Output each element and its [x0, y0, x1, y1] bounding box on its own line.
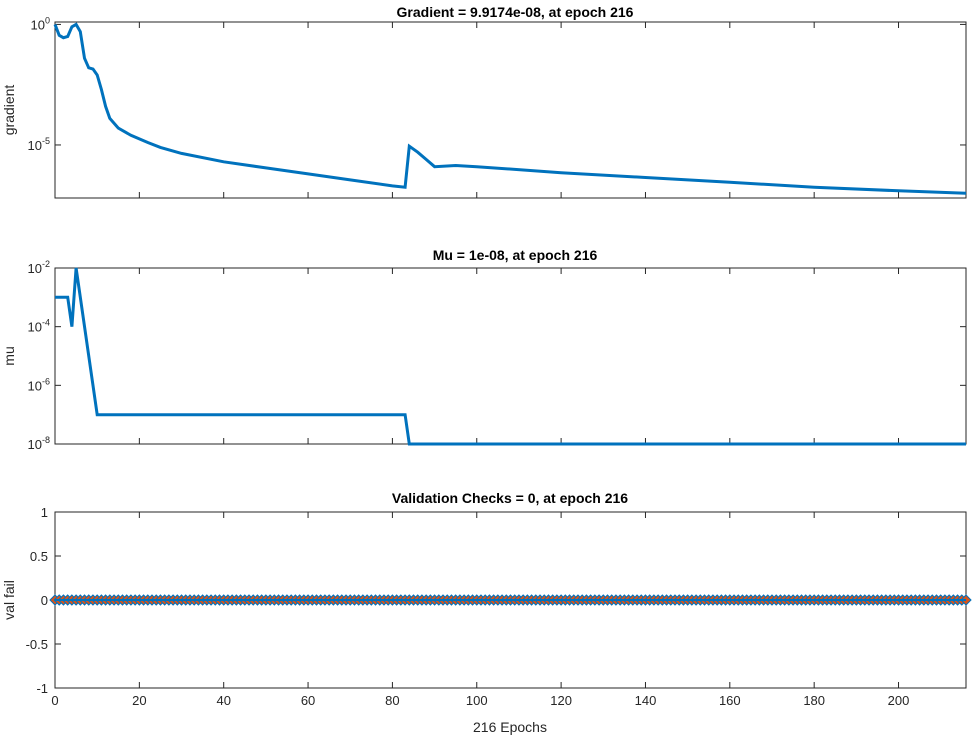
y-tick-label: -0.5 — [26, 637, 48, 652]
y-tick-label: 0 — [41, 593, 48, 608]
gradient-y-axis-label: gradient — [1, 85, 17, 136]
gradient-panel-title: Gradient = 9.9174e-08, at epoch 216 — [397, 4, 634, 20]
x-tick-label: 120 — [550, 693, 572, 708]
x-tick-label: 20 — [132, 693, 146, 708]
mu-series-line — [55, 267, 966, 446]
gradient-series-line — [53, 22, 967, 195]
validation-panel-title: Validation Checks = 0, at epoch 216 — [392, 490, 628, 506]
x-tick-label: 140 — [635, 693, 657, 708]
mu-panel: Mu = 1e-08, at epoch 216 mu 10-2 10-4 10-6… — [1, 247, 967, 452]
x-axis-label: 216 Epochs — [473, 719, 547, 735]
x-tick-label: 0 — [51, 693, 58, 708]
y-tick-label: 10-8 — [28, 435, 50, 452]
validation-panel: Validation Checks = 0, at epoch 216 val … — [1, 490, 972, 735]
x-tick-label: 100 — [466, 693, 488, 708]
mu-y-axis-label: mu — [1, 346, 17, 365]
y-tick-label: 0.5 — [30, 549, 48, 564]
y-tick-label: 1 — [41, 505, 48, 520]
x-tick-label: 160 — [719, 693, 741, 708]
gradient-panel: Gradient = 9.9174e-08, at epoch 216 grad… — [1, 4, 967, 199]
y-tick-label: -1 — [36, 681, 48, 696]
y-tick-label: 100 — [31, 15, 50, 32]
mu-panel-title: Mu = 1e-08, at epoch 216 — [433, 247, 598, 263]
y-tick-label: 10-2 — [28, 259, 50, 276]
y-tick-label: 10-5 — [28, 136, 50, 153]
x-tick-label: 200 — [888, 693, 910, 708]
x-tick-label: 180 — [803, 693, 825, 708]
y-tick-label: 10-6 — [28, 376, 50, 393]
x-tick-label: 60 — [301, 693, 315, 708]
validation-y-axis-label: val fail — [1, 580, 17, 620]
mu-plot-area — [54, 267, 967, 445]
gradient-plot-area — [54, 21, 967, 199]
x-tick-label: 80 — [385, 693, 399, 708]
x-tick-label: 40 — [216, 693, 230, 708]
y-tick-label: 10-4 — [28, 318, 50, 335]
